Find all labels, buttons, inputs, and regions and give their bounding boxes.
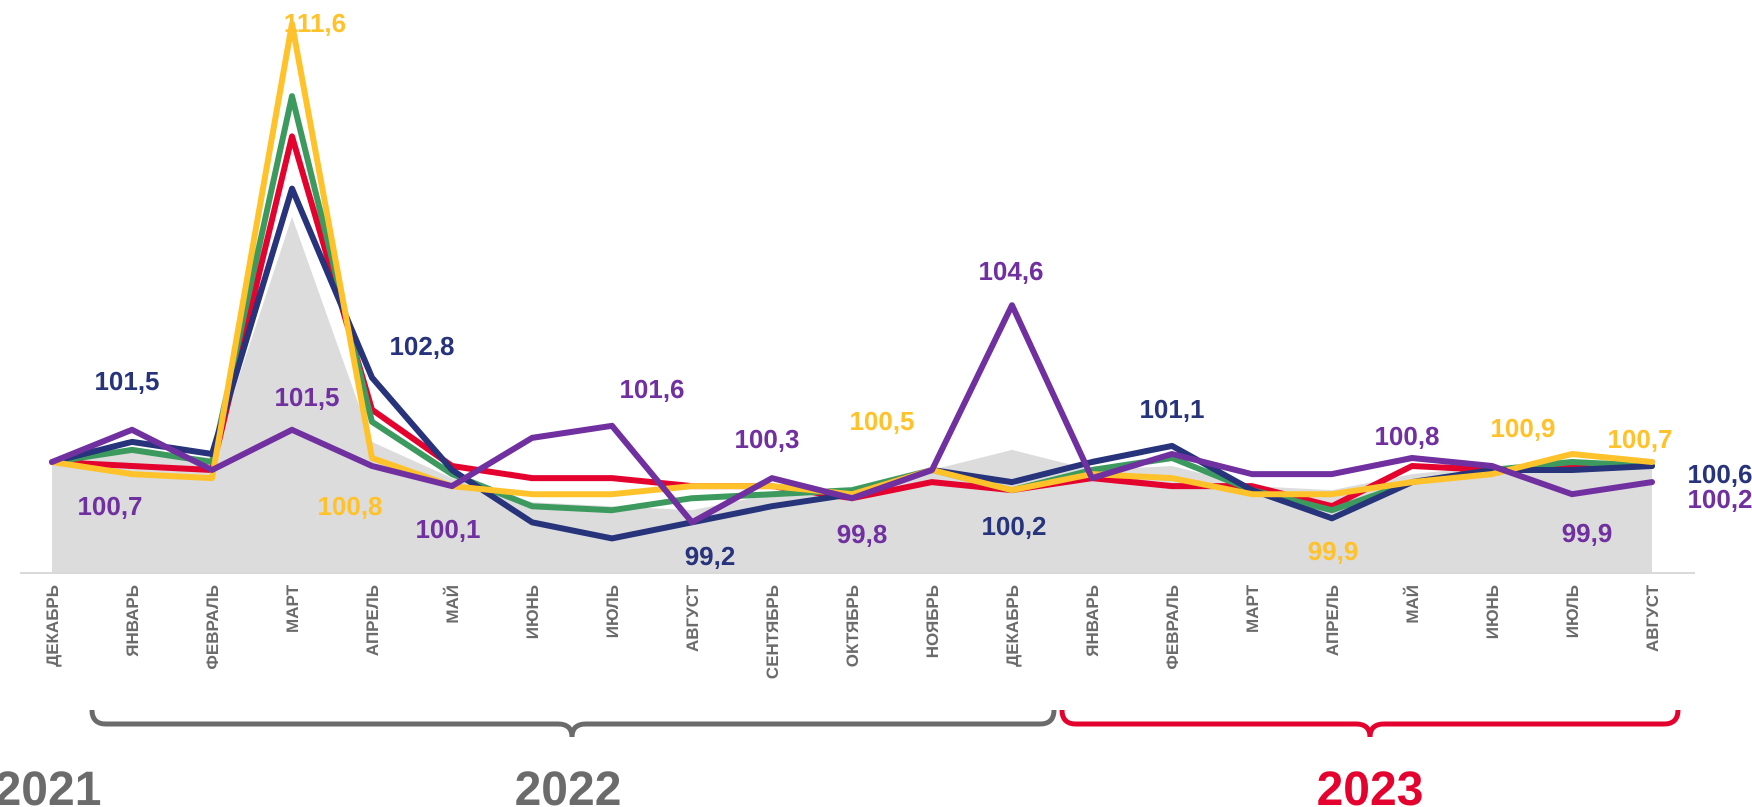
data-label-4: 101,5 [274,382,339,412]
data-label-14: 100,8 [317,491,382,521]
x-tick-label-13: ДЕКАБРЬ [1003,585,1022,667]
data-label-10: 100,8 [1374,421,1439,451]
x-tick-label-9: АВГУСТ [683,584,702,652]
x-tick-label-14: ЯНВАРЬ [1083,585,1102,657]
data-label-15: 100,1 [415,514,480,544]
data-label-12: 100,7 [1607,424,1672,454]
x-tick-label-6: МАЙ [443,585,462,624]
x-tick-label-1: ДЕКАБРЬ [43,585,62,667]
year-2022-bracket [89,709,1057,738]
x-tick-label-20: ИЮЛЬ [1563,585,1582,638]
data-label-21: 100,6 [1687,459,1752,489]
x-tick-label-7: ИЮНЬ [523,585,542,639]
year-label-2021: 2021 [0,763,101,807]
x-tick-label-17: АПРЕЛЬ [1323,585,1342,656]
data-label-22: 100,2 [1687,484,1752,514]
x-tick-label-8: ИЮЛЬ [603,585,622,638]
data-label-11: 100,9 [1490,413,1555,443]
x-tick-labels-layer: ДЕКАБРЬ ЯНВАРЬ ФЕВРАЛЬ МАРТ АПРЕЛЬ МАЙ ИЮНЬ ИЮЛ… [43,584,1662,679]
data-label-13: 100,7 [77,491,142,521]
data-label-5: 101,6 [619,374,684,404]
year-2023-bracket [1059,709,1681,738]
x-tick-label-2: ЯНВАРЬ [123,585,142,657]
data-label-2: 101,5 [94,366,159,396]
data-label-20: 99,9 [1562,518,1613,548]
x-tick-label-16: МАРТ [1243,584,1262,633]
x-tick-label-4: МАРТ [283,584,302,633]
data-label-1: 111,6 [284,8,346,38]
x-tick-label-15: ФЕВРАЛЬ [1163,585,1182,670]
x-tick-label-19: ИЮНЬ [1483,585,1502,639]
series-lines-layer [49,20,1655,542]
data-label-19: 99,9 [1308,536,1359,566]
x-tick-label-5: АПРЕЛЬ [363,585,382,656]
x-tick-label-18: МАЙ [1403,585,1422,624]
data-label-9: 101,1 [1139,394,1204,424]
data-labels-layer: 111,6 101,5 102,8 101,5 101,6 100,3 100,5 104,6… [77,8,1752,571]
year-label-2023: 2023 [1317,763,1424,807]
x-tick-label-3: ФЕВРАЛЬ [203,585,222,670]
data-label-17: 99,8 [837,519,888,549]
data-label-8: 104,6 [978,256,1043,286]
data-label-3: 102,8 [389,331,454,361]
x-tick-label-11: ОКТЯБРЬ [843,585,862,667]
data-label-7: 100,5 [849,406,914,436]
x-tick-label-10: СЕНТЯБРЬ [763,585,782,679]
data-label-6: 100,3 [734,424,799,454]
data-label-18: 100,2 [981,511,1046,541]
x-tick-label-12: НОЯБРЬ [923,585,942,658]
year-label-2022: 2022 [515,763,622,807]
series-line-5 [49,302,1655,526]
series-line-4 [49,20,1655,498]
x-tick-label-21: АВГУСТ [1643,584,1662,652]
data-label-16: 99,2 [685,541,736,571]
